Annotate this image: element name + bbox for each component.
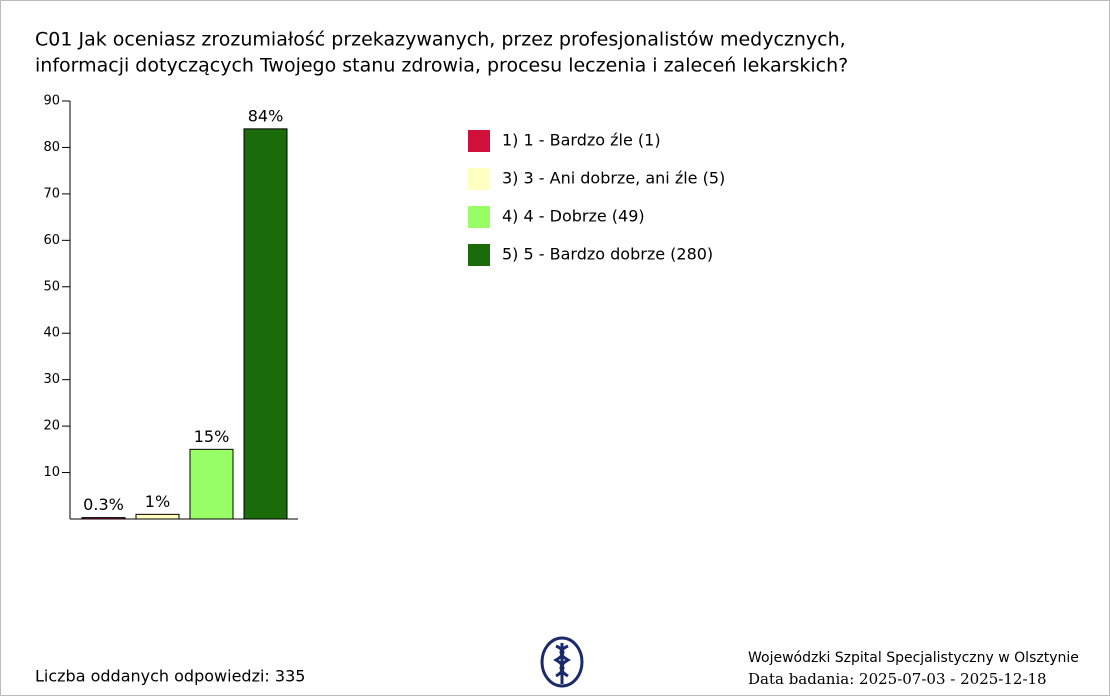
legend-label: 1) 1 - Bardzo źle (1) [502, 131, 661, 150]
y-tick-label: 80 [43, 140, 60, 155]
y-tick-label: 40 [43, 326, 60, 341]
legend-swatch [468, 206, 490, 228]
y-tick-label: 50 [43, 279, 60, 294]
y-tick-label: 60 [43, 233, 60, 248]
y-tick-label: 70 [43, 186, 60, 201]
legend-label: 5) 5 - Bardzo dobrze (280) [502, 245, 713, 264]
legend-swatch [468, 168, 490, 190]
legend-label: 4) 4 - Dobrze (49) [502, 207, 645, 226]
data-label: 1% [145, 492, 170, 511]
response-count: Liczba oddanych odpowiedzi: 335 [35, 667, 305, 686]
data-label: 15% [194, 427, 230, 446]
bar [135, 513, 180, 520]
survey-date: Data badania: 2025-07-03 - 2025-12-18 [748, 670, 1047, 688]
y-tick-label: 10 [43, 465, 60, 480]
bar [243, 128, 288, 520]
y-tick-label: 90 [43, 94, 60, 109]
legend-swatch [468, 130, 490, 152]
y-tick-label: 20 [43, 419, 60, 434]
legend-label: 3) 3 - Ani dobrze, ani źle (5) [502, 169, 725, 188]
data-label: 84% [248, 106, 284, 125]
chart-title: informacji dotyczących Twojego stanu zdr… [35, 55, 848, 77]
legend-swatch [468, 244, 490, 266]
chart-title: C01 Jak oceniasz zrozumiałość przekazywa… [35, 29, 846, 51]
data-label: 0.3% [83, 495, 124, 514]
bar [81, 517, 126, 520]
y-tick-label: 30 [43, 372, 60, 387]
bar [189, 448, 234, 520]
organization: Wojewódzki Szpital Specjalistyczny w Ols… [748, 650, 1079, 666]
logo [540, 636, 584, 688]
